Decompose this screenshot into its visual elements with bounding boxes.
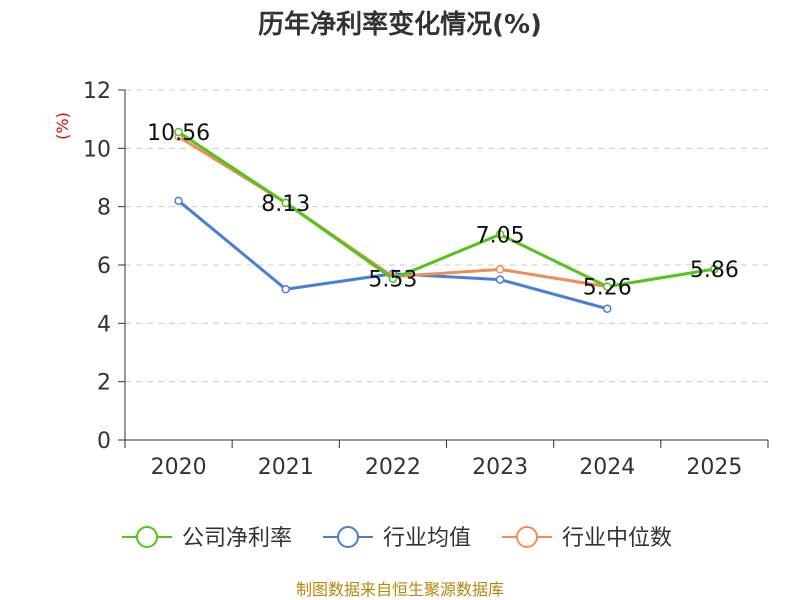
y-tick-label: 12 xyxy=(83,79,111,104)
series-point-1 xyxy=(495,275,505,284)
y-tick-label: 8 xyxy=(97,196,111,221)
x-tick-label: 2025 xyxy=(686,455,742,480)
y-tick-label: 0 xyxy=(97,429,111,454)
series-layer xyxy=(174,127,719,313)
legend-marker xyxy=(516,526,538,548)
data-label: 10.56 xyxy=(147,121,210,146)
data-label: 5.26 xyxy=(583,276,632,301)
y-axis-label: (%) xyxy=(53,112,72,140)
y-tick-label: 2 xyxy=(97,371,111,396)
x-tick-label: 2024 xyxy=(579,455,635,480)
y-tick-label: 4 xyxy=(97,312,111,337)
series-point-1 xyxy=(603,304,612,313)
x-tick-label: 2022 xyxy=(365,455,421,480)
data-label: 7.05 xyxy=(476,223,525,248)
data-label: 5.53 xyxy=(368,268,417,293)
axis-layer: 0 2 4 6 8 10 12 2020 2021 2022 2023 2024 2025 xyxy=(83,79,769,480)
x-tick-label: 2020 xyxy=(151,455,207,480)
legend-item-1: 行业均值 xyxy=(323,526,471,551)
series-point-0 xyxy=(174,127,183,137)
series-point-0 xyxy=(388,274,398,283)
legend-item-0: 公司净利率 xyxy=(122,526,292,551)
legend-marker xyxy=(136,526,158,548)
legend: 公司净利率 行业均值 行业中位数 xyxy=(122,526,672,551)
series-point-0 xyxy=(495,230,505,239)
legend-marker xyxy=(337,526,359,548)
series-line-0 xyxy=(177,130,715,289)
series-line-2 xyxy=(177,135,608,289)
y-tick-label: 10 xyxy=(83,137,111,162)
y-tick-label: 6 xyxy=(97,254,111,279)
x-tick-label: 2023 xyxy=(472,455,528,480)
series-point-0 xyxy=(603,282,612,291)
data-label: 8.13 xyxy=(261,192,310,217)
x-tick-label: 2021 xyxy=(258,455,314,480)
series-point-2 xyxy=(495,265,505,274)
series-point-1 xyxy=(281,284,290,294)
series-point-1 xyxy=(174,196,183,206)
legend-label: 公司净利率 xyxy=(182,526,292,551)
data-source-note: 制图数据来自恒生聚源数据库 xyxy=(296,580,504,599)
series-point-0 xyxy=(710,264,719,274)
data-label-layer: 10.56 8.13 5.53 7.05 5.26 5.86 xyxy=(147,121,739,301)
chart-title: 历年净利率变化情况(%) xyxy=(258,9,542,40)
legend-label: 行业均值 xyxy=(383,526,471,551)
data-label: 5.86 xyxy=(690,258,739,283)
legend-label: 行业中位数 xyxy=(562,526,672,551)
legend-item-2: 行业中位数 xyxy=(502,526,672,551)
grid-layer xyxy=(125,89,768,383)
series-point-0 xyxy=(281,198,290,208)
